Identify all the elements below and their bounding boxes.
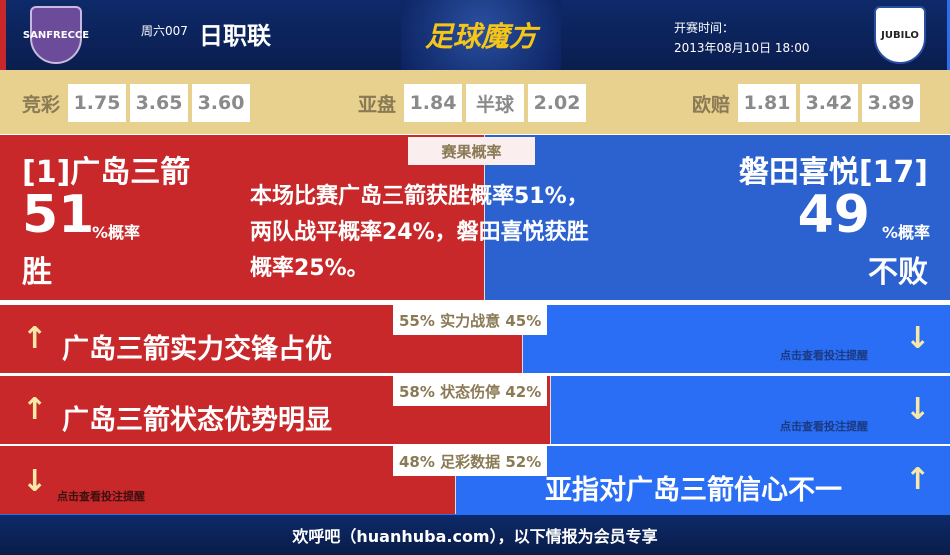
result-summary: 本场比赛广岛三箭获胜概率51%， 两队战平概率24%，磐田喜悦获胜 概率25%。 xyxy=(250,179,589,287)
kickoff-time: 2013年08月10日 18:00 xyxy=(674,41,810,55)
row-label: 55% 实力战意 45% xyxy=(393,305,548,335)
analysis-row-form[interactable]: 58% 状态伤停 42% ↑ 广岛三箭状态优势明显 点击查看投注提醒 ↓ xyxy=(0,376,950,444)
odds-european: 欧赔 1.81 3.42 3.89 xyxy=(692,84,921,122)
away-team-crest: JUBILO xyxy=(874,6,926,64)
arrow-down-icon[interactable]: ↓ xyxy=(905,392,931,427)
league-name: 日职联 xyxy=(199,22,271,50)
odds-label: 亚盘 xyxy=(358,93,397,116)
odds-value: 1.84 xyxy=(404,84,463,122)
home-outcome: 胜 xyxy=(22,255,52,290)
arrow-up-icon: ↑ xyxy=(22,321,48,356)
arrow-up-icon: ↑ xyxy=(905,462,931,497)
home-team-crest: SANFRECCE xyxy=(23,6,89,64)
odds-value: 2.02 xyxy=(528,84,587,122)
odds-label: 竞彩 xyxy=(22,93,61,116)
summary-line: 概率25%。 xyxy=(250,256,369,281)
odds-value: 3.89 xyxy=(862,84,921,122)
away-pct: 49 xyxy=(797,185,870,245)
odds-bar: 竞彩 1.75 3.65 3.60 亚盘 1.84 半球 2.02 欧赔 1.8… xyxy=(0,70,950,134)
odds-asian: 亚盘 1.84 半球 2.02 xyxy=(358,84,587,122)
row-label: 58% 状态伤停 42% xyxy=(393,376,548,406)
member-footer[interactable]: 欢呼吧（huanhuba.com），以下情报为会员专享 xyxy=(0,515,950,555)
home-pct-unit: %概率 xyxy=(92,223,141,242)
away-team-name: 磐田喜悦[17] xyxy=(738,155,928,190)
kickoff-label: 开赛时间： xyxy=(674,21,735,35)
bet-hint-link[interactable]: 点击查看投注提醒 xyxy=(780,420,868,433)
odds-value: 半球 xyxy=(466,84,525,122)
odds-value: 3.60 xyxy=(192,84,251,122)
result-probability: 赛果概率 [1]广岛三箭 51 %概率 胜 本场比赛广岛三箭获胜概率51%， 两… xyxy=(0,135,950,300)
home-team-name: [1]广岛三箭 xyxy=(22,155,191,190)
kickoff: 开赛时间： 2013年08月10日 18:00 xyxy=(674,18,809,58)
odds-value: 3.65 xyxy=(130,84,189,122)
row-text: 广岛三箭状态优势明显 xyxy=(62,405,332,436)
odds-jingcai: 竞彩 1.75 3.65 3.60 xyxy=(22,84,251,122)
home-pct: 51 xyxy=(22,185,95,245)
away-pct-unit: %概率 xyxy=(881,223,930,242)
summary-line: 两队战平概率24%，磐田喜悦获胜 xyxy=(250,220,589,245)
row-label: 48% 足彩数据 52% xyxy=(393,446,548,476)
away-outcome: 不败 xyxy=(868,255,928,290)
home-probability-bar xyxy=(0,135,485,300)
row-text: 亚指对广岛三箭信心不一 xyxy=(545,475,842,506)
analysis-row-strength[interactable]: 55% 实力战意 45% ↑ 广岛三箭实力交锋占优 点击查看投注提醒 ↓ xyxy=(0,305,950,373)
odds-label: 欧赔 xyxy=(692,93,731,116)
bet-hint-link[interactable]: 点击查看投注提醒 xyxy=(57,490,145,503)
odds-value: 1.75 xyxy=(68,84,127,122)
footer-text: 欢呼吧（huanhuba.com），以下情报为会员专享 xyxy=(292,527,658,546)
odds-value: 3.42 xyxy=(800,84,859,122)
odds-value: 1.81 xyxy=(738,84,797,122)
arrow-up-icon: ↑ xyxy=(22,392,48,427)
result-tag: 赛果概率 xyxy=(408,137,535,165)
home-share-bar xyxy=(0,446,456,514)
arrow-down-icon[interactable]: ↓ xyxy=(905,321,931,356)
match-number: 周六007 xyxy=(141,24,188,38)
arrow-down-icon[interactable]: ↓ xyxy=(22,464,48,499)
match-header: SANFRECCE 周六007 日职联 足球魔方 开赛时间： 2013年08月10… xyxy=(0,0,950,70)
bet-hint-link[interactable]: 点击查看投注提醒 xyxy=(780,349,868,362)
summary-line: 本场比赛广岛三箭获胜概率51%， xyxy=(250,184,589,209)
row-text: 广岛三箭实力交锋占优 xyxy=(62,334,332,365)
analysis-row-data[interactable]: 48% 足彩数据 52% ↓ 点击查看投注提醒 亚指对广岛三箭信心不一 ↑ xyxy=(0,446,950,515)
site-logo: 足球魔方 xyxy=(401,0,561,70)
